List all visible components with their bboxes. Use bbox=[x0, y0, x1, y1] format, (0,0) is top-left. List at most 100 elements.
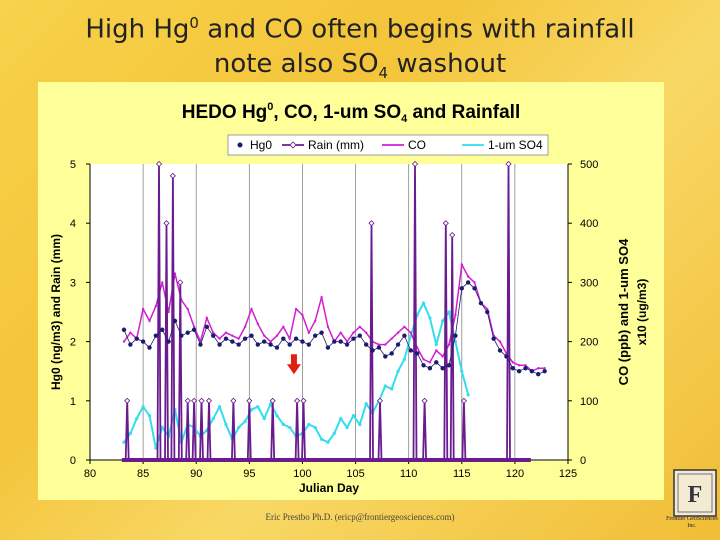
so4-point bbox=[160, 425, 164, 430]
hg0-point bbox=[332, 339, 337, 344]
hg0-point bbox=[185, 330, 190, 335]
hg0-point bbox=[344, 342, 350, 347]
hg0-point bbox=[274, 345, 280, 350]
rain-marker bbox=[169, 172, 176, 179]
so4-point bbox=[441, 319, 445, 323]
hg0-point bbox=[281, 336, 286, 341]
hg0-point bbox=[147, 345, 152, 350]
rain-marker bbox=[155, 160, 163, 168]
y-left-tick-label: 1 bbox=[70, 396, 76, 408]
legend-symbol-hg0 bbox=[237, 142, 243, 148]
x-tick-label: 120 bbox=[506, 468, 524, 480]
so4-point bbox=[339, 416, 343, 421]
co-point bbox=[511, 361, 514, 364]
company-logo: F bbox=[673, 469, 717, 517]
hg0-point bbox=[434, 360, 439, 365]
co-point bbox=[212, 331, 215, 334]
hg0-point bbox=[357, 333, 363, 338]
so4-point bbox=[364, 402, 368, 406]
so4-point bbox=[326, 440, 330, 444]
hg0-point bbox=[134, 336, 139, 341]
rain-marker bbox=[163, 220, 170, 227]
hg0-point bbox=[497, 348, 503, 353]
so4-point bbox=[345, 425, 349, 430]
co-point bbox=[447, 343, 451, 346]
so4-point bbox=[211, 416, 215, 421]
hg0-point bbox=[376, 345, 382, 350]
rain-marker bbox=[177, 279, 184, 286]
so4-point bbox=[351, 414, 356, 418]
hg0-point bbox=[389, 351, 394, 356]
y-right-tick-label: 0 bbox=[580, 455, 586, 467]
so4-point bbox=[243, 419, 247, 424]
rain-marker bbox=[246, 397, 253, 404]
rain-marker bbox=[294, 397, 301, 404]
logo-text: Frontier GeoSciences Inc. bbox=[666, 516, 718, 529]
hg0-point bbox=[351, 336, 356, 341]
y-axis-right-label-1: CO (ppb) and 1-um SO4 bbox=[616, 238, 631, 385]
slide-title: High Hg0 and CO often begins with rainfa… bbox=[40, 6, 680, 90]
x-tick-label: 85 bbox=[137, 468, 149, 480]
co-point bbox=[454, 313, 457, 317]
hg0-point bbox=[198, 342, 203, 347]
annotation-arrow bbox=[286, 354, 301, 375]
rain-marker bbox=[460, 397, 467, 404]
so4-point bbox=[135, 416, 139, 421]
co-point bbox=[403, 325, 406, 328]
co-point bbox=[282, 325, 285, 328]
co-point bbox=[486, 307, 489, 311]
hg0-point bbox=[300, 339, 305, 344]
y-left-tick-label: 5 bbox=[70, 159, 76, 171]
co-point bbox=[256, 322, 260, 326]
so4-point bbox=[390, 387, 394, 391]
hg0-point bbox=[370, 348, 375, 353]
so4-point bbox=[434, 342, 438, 347]
y-left-tick-label: 4 bbox=[70, 218, 76, 230]
rain-marker bbox=[300, 397, 307, 404]
co-point bbox=[466, 275, 470, 278]
x-tick-label: 110 bbox=[400, 468, 418, 480]
chart-title: HEDO Hg0, CO, 1-um SO4 and Rainfall bbox=[182, 101, 520, 125]
co-point bbox=[237, 337, 240, 340]
hg0-point bbox=[268, 342, 273, 347]
rain-marker bbox=[376, 397, 384, 404]
co-point bbox=[428, 361, 432, 364]
legend-label: CO bbox=[408, 138, 426, 152]
co-point bbox=[141, 307, 145, 311]
rain-marker bbox=[191, 397, 198, 404]
rain-marker bbox=[442, 220, 449, 227]
rain-marker bbox=[421, 397, 428, 404]
y-right-tick-label: 500 bbox=[580, 159, 598, 171]
hg0-point bbox=[191, 327, 197, 332]
hg0-point bbox=[338, 339, 343, 344]
hg0-point bbox=[166, 339, 171, 344]
so4-point bbox=[275, 414, 279, 418]
so4-point bbox=[288, 425, 292, 430]
y-left-tick-label: 0 bbox=[70, 455, 76, 467]
co-point bbox=[148, 319, 151, 323]
x-tick-label: 105 bbox=[346, 468, 364, 480]
hg0-point bbox=[363, 342, 369, 347]
co-point bbox=[358, 325, 362, 328]
so4-point bbox=[249, 408, 254, 412]
co-point bbox=[294, 307, 298, 311]
co-point bbox=[122, 340, 126, 343]
co-point bbox=[435, 349, 438, 352]
co-point bbox=[320, 296, 323, 299]
co-point bbox=[161, 281, 164, 284]
co-point bbox=[186, 307, 189, 311]
x-tick-label: 80 bbox=[84, 468, 96, 480]
co-point bbox=[422, 358, 425, 361]
hg0-point bbox=[459, 286, 464, 291]
co-point bbox=[377, 343, 381, 346]
y-axis-right-label-2: x10 (ug/m3) bbox=[635, 279, 649, 346]
hg0-point bbox=[204, 324, 210, 329]
hg0-point bbox=[453, 333, 458, 338]
so4-point bbox=[256, 405, 260, 409]
slide-title-line1: High Hg0 and CO often begins with rainfa… bbox=[85, 14, 635, 45]
rain-marker bbox=[411, 160, 419, 168]
legend-label: Rain (mm) bbox=[308, 138, 364, 152]
co-point bbox=[218, 337, 221, 340]
y-right-tick-label: 400 bbox=[580, 218, 598, 230]
rain-marker bbox=[230, 397, 237, 404]
